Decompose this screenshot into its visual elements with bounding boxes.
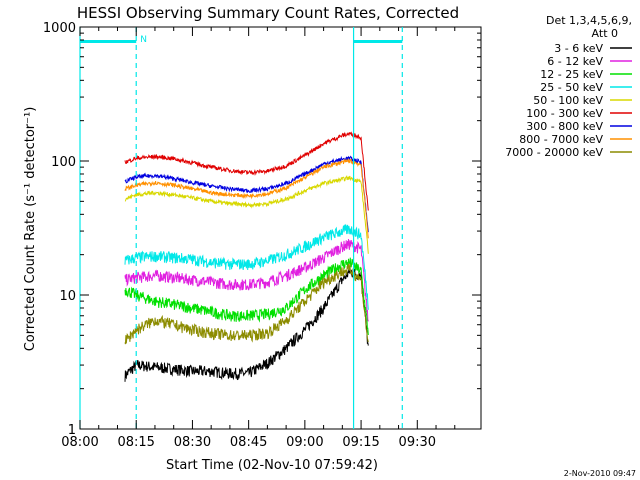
footer-timestamp: 2-Nov-2010 09:47 <box>564 469 636 478</box>
legend-label-7: 800 - 7000 keV <box>519 133 603 146</box>
chart-title: HESSI Observing Summary Count Rates, Cor… <box>77 4 459 22</box>
series-line-3 <box>124 223 369 310</box>
series-line-8 <box>124 262 369 345</box>
y-tick-label: 100 <box>51 155 76 170</box>
legend-header-line-1: Det 1,3,4,5,6,9, <box>546 14 632 27</box>
series-line-2 <box>124 257 369 336</box>
y-tick-label: 1 <box>68 423 76 438</box>
legend-label-6: 300 - 800 keV <box>526 120 603 133</box>
x-tick-label: 08:00 <box>61 435 98 450</box>
legend-label-0: 3 - 6 keV <box>554 42 603 55</box>
x-tick-label: 08:15 <box>117 435 154 450</box>
y-tick-label: 10 <box>59 289 76 304</box>
legend-label-1: 6 - 12 keV <box>547 55 603 68</box>
y-axis-label: Corrected Count Rate (s⁻¹ detector⁻¹) <box>23 107 38 352</box>
x-axis-label: Start Time (02-Nov-10 07:59:42) <box>166 458 378 473</box>
legend-label-3: 25 - 50 keV <box>540 81 603 94</box>
annotation-layer: N <box>79 27 403 429</box>
x-tick-label: 08:30 <box>174 435 211 450</box>
legend-label-4: 50 - 100 keV <box>533 94 603 107</box>
legend-label-8: 7000 - 20000 keV <box>505 146 603 159</box>
legend-label-2: 12 - 25 keV <box>540 68 603 81</box>
series-line-1 <box>124 239 369 322</box>
x-tick-label: 09:30 <box>399 435 436 450</box>
legend-label-5: 100 - 300 keV <box>526 107 603 120</box>
series-line-7 <box>124 158 369 239</box>
series-line-0 <box>124 267 369 382</box>
y-tick-label: 1000 <box>43 21 76 36</box>
series-line-4 <box>124 175 369 254</box>
x-tick-label: 09:15 <box>342 435 379 450</box>
x-tick-label: 08:45 <box>230 435 267 450</box>
series-layer <box>124 131 369 382</box>
x-tick-label: 09:00 <box>286 435 323 450</box>
axes-layer: 1 10 100 1000 08:00 08:15 08:30 08:45 09:00 09:15… <box>43 21 481 450</box>
series-line-5 <box>124 131 369 211</box>
attenuator-marker-label: N <box>140 35 147 45</box>
legend-header-line-2: Att 0 <box>592 27 618 40</box>
